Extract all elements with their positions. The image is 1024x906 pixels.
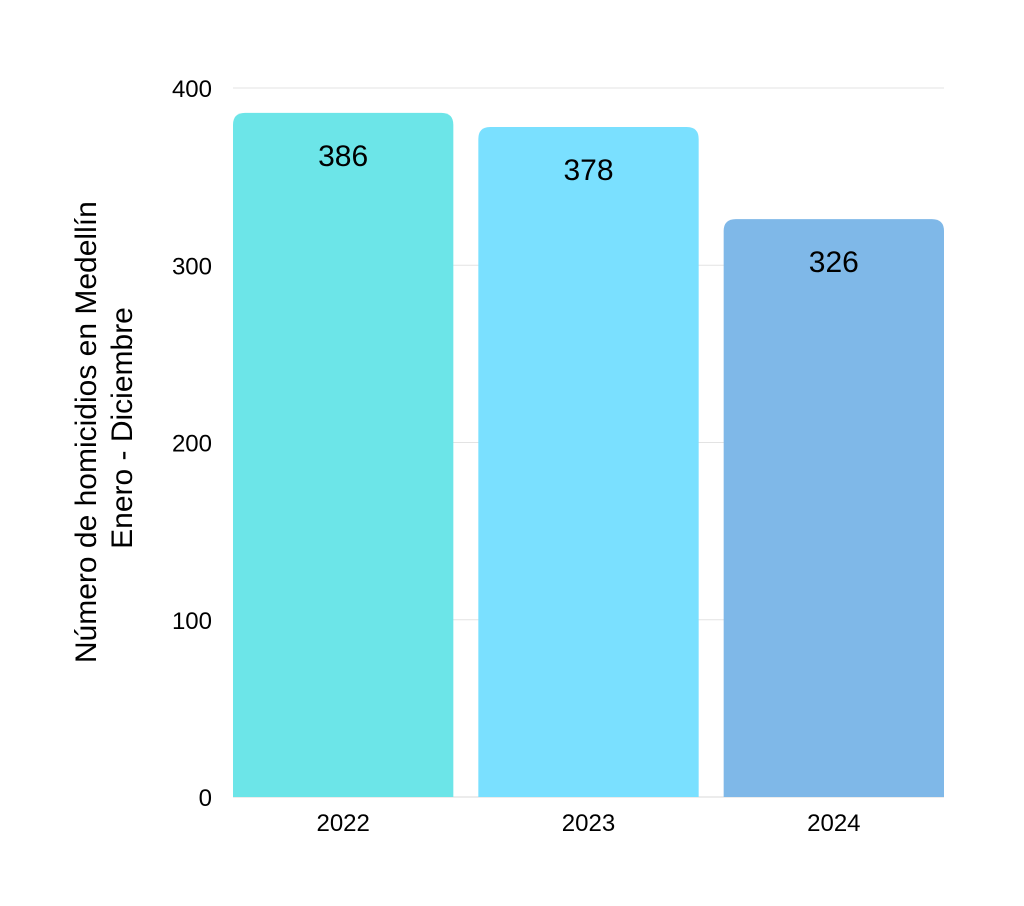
bar-2024 <box>723 219 944 798</box>
y-tick-label: 200 <box>172 431 212 458</box>
bar-2023 <box>478 126 699 798</box>
x-tick-label-2022: 2022 <box>316 810 369 837</box>
y-axis-ticks: 0 100 200 300 400 <box>172 76 212 812</box>
x-tick-label-2023: 2023 <box>562 810 615 837</box>
y-tick-label: 0 <box>199 785 212 812</box>
data-labels: 386 378 326 <box>318 140 859 279</box>
data-label-2022: 386 <box>318 140 368 173</box>
data-label-2024: 326 <box>809 246 859 279</box>
data-label-2023: 378 <box>563 154 613 187</box>
y-tick-label: 300 <box>172 253 212 280</box>
x-tick-label-2024: 2024 <box>807 810 860 837</box>
y-axis-title-line-2: Enero - Diciembre <box>106 307 139 549</box>
x-axis-ticks: 2022 2023 2024 <box>316 810 860 837</box>
bars <box>233 112 944 798</box>
y-tick-label: 400 <box>172 76 212 103</box>
y-axis-title-line-1: Número de homicidios en Medellín <box>70 201 103 663</box>
y-axis-title: Número de homicidios en Medellín Enero -… <box>70 193 139 663</box>
y-tick-label: 100 <box>172 608 212 635</box>
bar-2022 <box>233 112 454 797</box>
